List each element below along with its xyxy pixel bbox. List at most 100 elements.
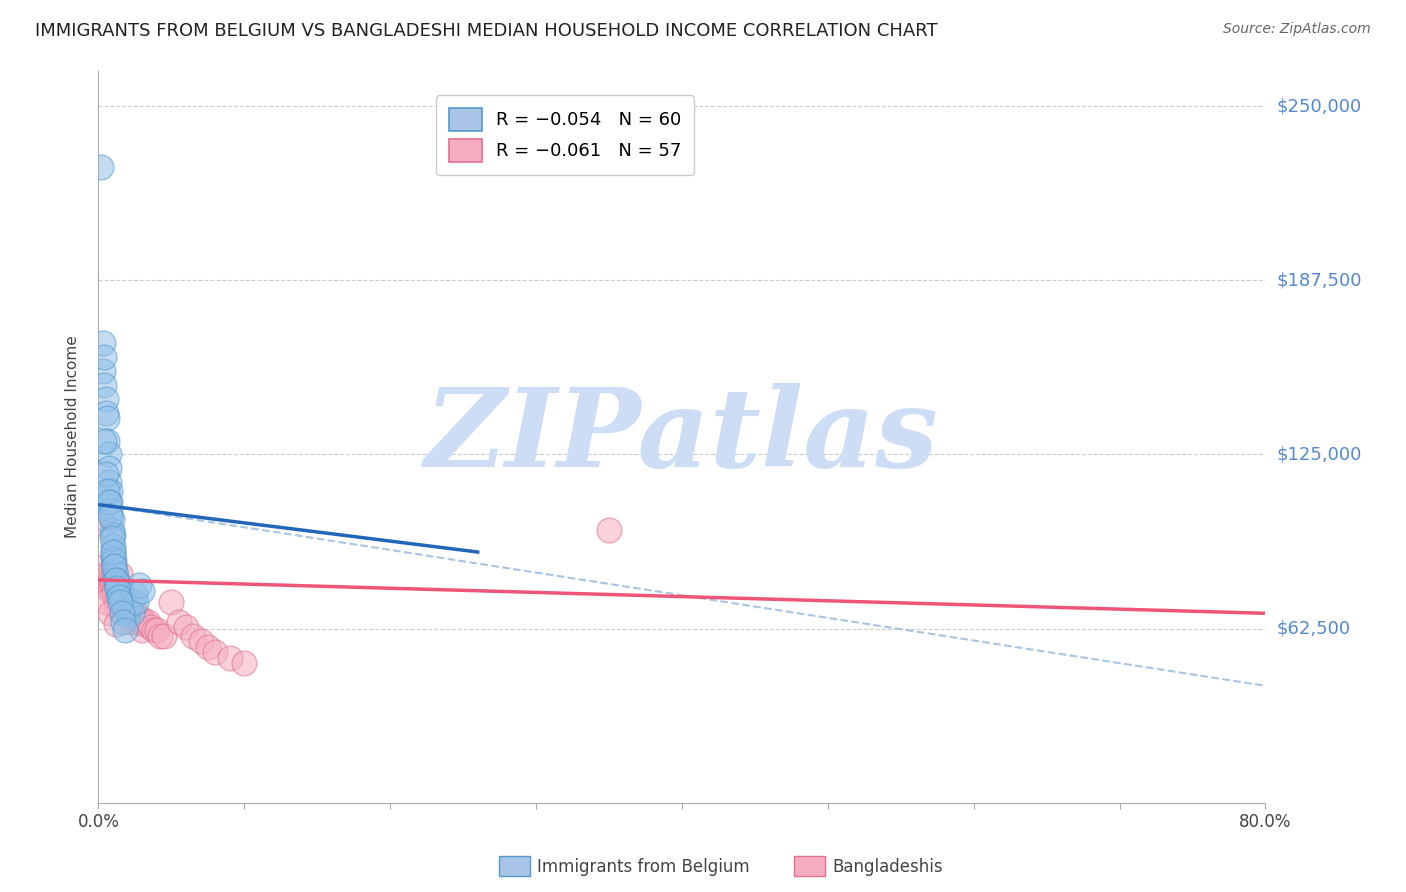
Point: [125, 595, 148, 609]
Point: [122, 607, 145, 621]
Point: [197, 640, 219, 654]
Point: [91, 336, 114, 351]
Point: [98, 607, 121, 621]
Point: [121, 607, 143, 621]
Point: [111, 592, 134, 607]
Point: [174, 620, 197, 634]
Point: [101, 587, 124, 601]
Point: [105, 590, 128, 604]
Point: [117, 607, 139, 621]
Point: [100, 578, 122, 592]
Text: $187,500: $187,500: [1277, 271, 1362, 289]
Point: [160, 595, 183, 609]
Point: [118, 609, 141, 624]
Point: [108, 587, 131, 601]
Point: [131, 584, 153, 599]
Point: [101, 545, 124, 559]
Point: [103, 553, 125, 567]
Point: [167, 615, 190, 629]
Point: [104, 573, 127, 587]
Text: Immigrants from Belgium: Immigrants from Belgium: [537, 858, 749, 876]
Point: [98, 503, 121, 517]
Point: [110, 590, 132, 604]
Point: [96, 411, 118, 425]
Point: [118, 600, 141, 615]
Point: [97, 475, 120, 490]
Point: [96, 483, 118, 498]
Point: [97, 578, 120, 592]
Point: [114, 590, 136, 604]
Point: [97, 461, 120, 475]
Point: [146, 623, 169, 637]
Point: [131, 623, 153, 637]
Point: [94, 467, 117, 481]
Point: [98, 584, 121, 599]
Point: [111, 600, 134, 615]
Point: [112, 615, 135, 629]
Point: [190, 634, 212, 648]
Point: [105, 595, 128, 609]
Point: [104, 592, 127, 607]
Point: [101, 528, 124, 542]
Point: [93, 434, 115, 448]
Point: [98, 573, 121, 587]
Point: [204, 645, 226, 659]
Point: [115, 600, 138, 615]
Point: [117, 607, 139, 621]
Point: [142, 623, 165, 637]
Point: [94, 595, 117, 609]
Point: [120, 612, 142, 626]
Point: [104, 567, 127, 582]
Point: [124, 587, 146, 601]
Point: [103, 565, 125, 579]
Point: [101, 550, 124, 565]
Point: [115, 603, 138, 617]
Point: [112, 598, 135, 612]
Point: [105, 581, 128, 595]
Point: [93, 377, 115, 392]
Point: [124, 615, 146, 629]
Point: [98, 483, 121, 498]
Point: [128, 578, 150, 592]
Point: [103, 558, 125, 573]
Text: $250,000: $250,000: [1277, 97, 1362, 115]
Y-axis label: Median Household Income: Median Household Income: [65, 335, 80, 539]
Legend: R = −0.054   N = 60, R = −0.061   N = 57: R = −0.054 N = 60, R = −0.061 N = 57: [436, 95, 695, 175]
Point: [111, 595, 134, 609]
Point: [111, 595, 134, 609]
Point: [128, 612, 150, 626]
Point: [97, 448, 120, 462]
Point: [598, 523, 620, 537]
Point: [136, 615, 159, 629]
Point: [110, 567, 132, 582]
Point: [110, 584, 132, 599]
Text: $62,500: $62,500: [1277, 620, 1351, 638]
Point: [91, 364, 114, 378]
Point: [121, 615, 143, 629]
Point: [98, 495, 121, 509]
Point: [94, 406, 117, 420]
Text: Source: ZipAtlas.com: Source: ZipAtlas.com: [1223, 22, 1371, 37]
Point: [101, 540, 124, 554]
Point: [218, 651, 240, 665]
Point: [127, 615, 149, 629]
Point: [120, 595, 142, 609]
Point: [90, 161, 112, 175]
Point: [110, 584, 132, 599]
Point: [97, 567, 120, 582]
Point: [105, 575, 128, 590]
Point: [114, 595, 136, 609]
Point: [104, 573, 127, 587]
Point: [110, 595, 132, 609]
Point: [98, 508, 121, 523]
Point: [93, 350, 115, 364]
Point: [104, 617, 127, 632]
Point: [149, 629, 172, 643]
Point: [131, 612, 153, 626]
Point: [103, 558, 125, 573]
Text: Bangladeshis: Bangladeshis: [832, 858, 943, 876]
Point: [114, 600, 136, 615]
Point: [100, 523, 122, 537]
Point: [125, 607, 148, 621]
Point: [96, 434, 118, 448]
